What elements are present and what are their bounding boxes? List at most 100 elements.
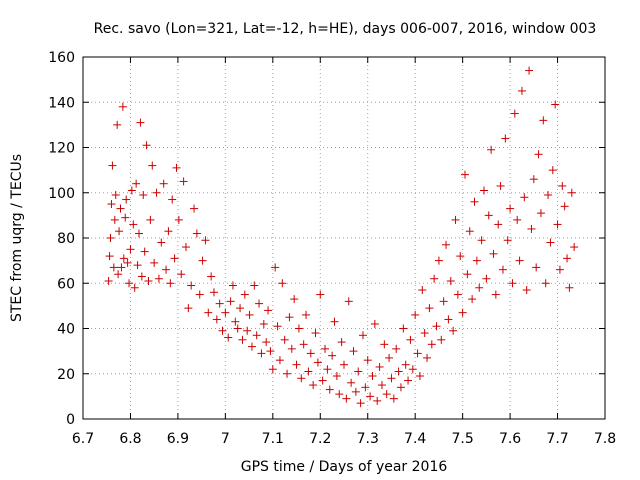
y-tick-label: 160 (48, 50, 75, 66)
data-point (451, 215, 460, 224)
x-tick-label: 7.4 (404, 431, 426, 447)
chart-title: Rec. savo (Lon=321, Lat=-12, h=HE), days… (94, 21, 597, 37)
data-point (259, 319, 268, 328)
data-point (280, 335, 289, 344)
data-point (482, 274, 491, 283)
data-point (356, 399, 365, 408)
data-point (304, 367, 313, 376)
data-point (496, 181, 505, 190)
y-tick-label: 80 (57, 231, 75, 247)
data-point (479, 186, 488, 195)
data-point (465, 227, 474, 236)
data-point (456, 252, 465, 261)
data-point (506, 204, 515, 213)
data-point (529, 175, 538, 184)
data-point (430, 274, 439, 283)
data-point (323, 365, 332, 374)
data-point (125, 279, 134, 288)
data-point (401, 360, 410, 369)
data-point (432, 322, 441, 331)
data-point (347, 378, 356, 387)
data-point (548, 166, 557, 175)
data-point (218, 326, 227, 335)
data-point (434, 256, 443, 265)
data-point (510, 109, 519, 118)
data-point (380, 340, 389, 349)
data-point (541, 279, 550, 288)
data-point (195, 290, 204, 299)
data-point (166, 279, 175, 288)
data-point (313, 358, 322, 367)
data-point (243, 326, 252, 335)
y-axis-ticks: 0 20 40 60 80 100 120 140 160 (48, 50, 605, 428)
data-point (184, 304, 193, 313)
data-point (354, 367, 363, 376)
x-tick-label: 6.8 (119, 431, 141, 447)
x-axis-ticks: 6.7 6.8 6.9 7 7.1 7.2 7.3 7.4 7.5 7.6 7.7 7.8 (72, 57, 616, 447)
data-point (404, 376, 413, 385)
data-point (363, 356, 372, 365)
data-point (162, 265, 171, 274)
data-point (487, 145, 496, 154)
data-point (337, 338, 346, 347)
x-tick-label: 6.9 (167, 431, 189, 447)
data-point (121, 213, 130, 222)
data-point (316, 290, 325, 299)
data-point (536, 209, 545, 218)
data-point (212, 315, 221, 324)
data-point (157, 238, 166, 247)
data-point (268, 365, 277, 374)
y-tick-label: 120 (48, 141, 75, 157)
data-point (154, 274, 163, 283)
data-point (137, 272, 146, 281)
x-tick-label: 7.7 (546, 431, 568, 447)
data-point (285, 313, 294, 322)
data-point (442, 240, 451, 249)
data-point (558, 181, 567, 190)
y-axis-title: STEC from uqrg / TECUs (9, 154, 25, 322)
data-point (247, 342, 256, 351)
data-point (503, 236, 512, 245)
data-point (458, 308, 467, 317)
data-point (415, 372, 424, 381)
data-point (527, 224, 536, 233)
grid-lines (83, 57, 605, 419)
data-point (278, 279, 287, 288)
data-point (484, 211, 493, 220)
data-point (104, 276, 113, 285)
data-point (394, 367, 403, 376)
data-point (508, 279, 517, 288)
data-point (563, 254, 572, 263)
data-point (177, 270, 186, 279)
data-point (501, 134, 510, 143)
data-point (321, 344, 330, 353)
data-point (437, 335, 446, 344)
data-point (358, 331, 367, 340)
data-point (544, 191, 553, 200)
data-point (423, 353, 432, 362)
data-point (152, 188, 161, 197)
data-point (489, 249, 498, 258)
x-tick-label: 7.8 (594, 431, 616, 447)
x-tick-label: 7.1 (262, 431, 284, 447)
data-point (170, 254, 179, 263)
data-point (198, 256, 207, 265)
data-point (468, 295, 477, 304)
data-point (150, 258, 159, 267)
data-point (118, 102, 127, 111)
data-point (168, 195, 177, 204)
data-point (406, 335, 415, 344)
data-point (361, 383, 370, 392)
data-point (292, 360, 301, 369)
data-point (174, 215, 183, 224)
data-point (522, 286, 531, 295)
data-point (340, 360, 348, 369)
data-point (240, 290, 249, 299)
data-point (107, 200, 116, 209)
data-point (215, 299, 224, 308)
data-point (427, 340, 436, 349)
y-tick-label: 60 (57, 276, 75, 292)
data-point (370, 319, 379, 328)
data-point (146, 215, 155, 224)
